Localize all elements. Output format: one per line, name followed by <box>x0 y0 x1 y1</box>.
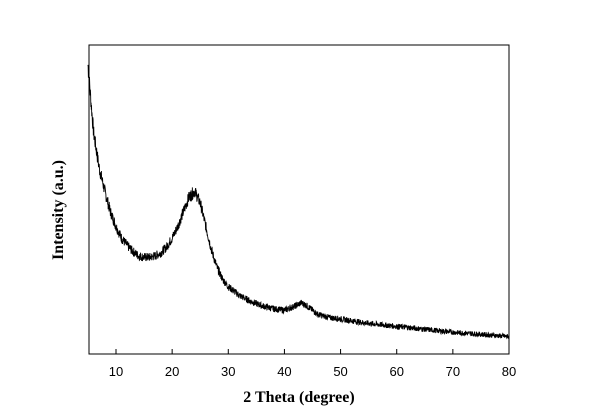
x-tick-label: 60 <box>389 364 403 379</box>
x-axis-ticks: 10 20 30 40 50 60 70 80 <box>109 349 516 379</box>
plot-frame <box>88 44 510 355</box>
x-tick-label: 70 <box>446 364 460 379</box>
x-tick-label: 80 <box>502 364 516 379</box>
series-line <box>87 64 510 340</box>
series-layer <box>87 64 510 340</box>
y-axis-title: Intensity (a.u.) <box>50 160 67 260</box>
x-tick-label: 30 <box>221 364 235 379</box>
x-axis-title: 2 Theta (degree) <box>243 389 354 406</box>
x-tick-label: 20 <box>165 364 179 379</box>
x-tick-label: 40 <box>277 364 291 379</box>
x-tick-label: 50 <box>333 364 347 379</box>
x-tick-label: 10 <box>109 364 123 379</box>
